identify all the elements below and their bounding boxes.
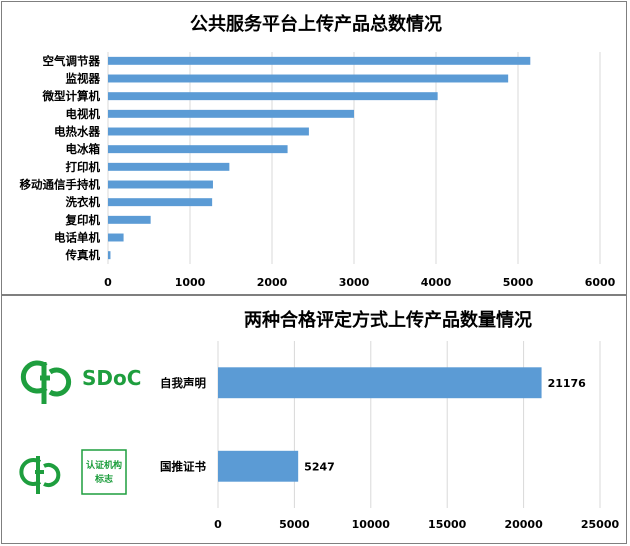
category-label: 电热水器 [54, 125, 100, 139]
x-tick-label: 3000 [339, 276, 370, 289]
category-label: 监视器 [66, 72, 101, 86]
bar [108, 145, 288, 154]
category-label: 微型计算机 [42, 89, 101, 103]
category-label: 洗衣机 [66, 195, 101, 209]
certification-logo-icon: 认证机构 标志 [19, 449, 127, 495]
chart-title: 两种合格评定方式上传产品数量情况 [244, 309, 532, 331]
x-tick-label: 20000 [504, 518, 543, 531]
cert-logo-text: 标志 [94, 473, 113, 485]
category-label: 空气调节器 [43, 54, 101, 68]
data-label: 5247 [304, 460, 335, 473]
x-tick-label: 4000 [421, 276, 452, 289]
bar [108, 92, 438, 101]
category-label: 自我声明 [160, 376, 206, 390]
bar [108, 109, 354, 118]
x-tick-label: 5000 [279, 518, 310, 531]
sdoc-logo-icon: SDoC [20, 360, 141, 404]
upload-total-bar-chart: 公共服务平台上传产品总数情况 空气调节器监视器微型计算机电视机电热水器电冰箱打印… [20, 13, 616, 289]
x-tick-label: 0 [214, 518, 222, 531]
bar [108, 251, 111, 260]
bar [108, 180, 213, 189]
bar [108, 198, 213, 207]
chart-title: 公共服务平台上传产品总数情况 [190, 13, 442, 35]
x-tick-label: 6000 [585, 276, 616, 289]
x-tick-label: 5000 [503, 276, 534, 289]
x-tick-label: 1000 [175, 276, 206, 289]
category-label: 复印机 [65, 213, 101, 227]
upload-total-chart-panel: 公共服务平台上传产品总数情况 空气调节器监视器微型计算机电视机电热水器电冰箱打印… [1, 1, 627, 295]
x-tick-label: 10000 [352, 518, 391, 531]
category-label: 电冰箱 [66, 142, 101, 156]
bar [108, 127, 309, 136]
x-tick-label: 0 [104, 276, 112, 289]
bar [108, 56, 531, 65]
category-label: 电视机 [66, 107, 101, 121]
bar [108, 74, 509, 83]
bar [108, 215, 151, 224]
category-label: 打印机 [66, 160, 101, 174]
category-label: 电话单机 [54, 231, 100, 245]
category-label: 传真机 [65, 248, 101, 262]
category-label: 移动通信手持机 [20, 178, 101, 192]
x-tick-label: 2000 [257, 276, 288, 289]
bar [108, 233, 124, 242]
bar [218, 450, 299, 482]
x-tick-label: 25000 [581, 518, 620, 531]
bar [218, 367, 542, 399]
assessment-method-bar-chart: 两种合格评定方式上传产品数量情况 SDoC 认证机构 标志 [19, 309, 620, 531]
category-label: 国推证书 [160, 459, 206, 473]
svg-text:SDoC: SDoC [82, 366, 141, 390]
cert-logo-text: 认证机构 [86, 459, 122, 471]
bar [108, 162, 230, 171]
assessment-method-chart-panel: 两种合格评定方式上传产品数量情况 SDoC 认证机构 标志 [1, 295, 627, 544]
x-tick-label: 15000 [428, 518, 467, 531]
data-label: 21176 [548, 377, 587, 390]
